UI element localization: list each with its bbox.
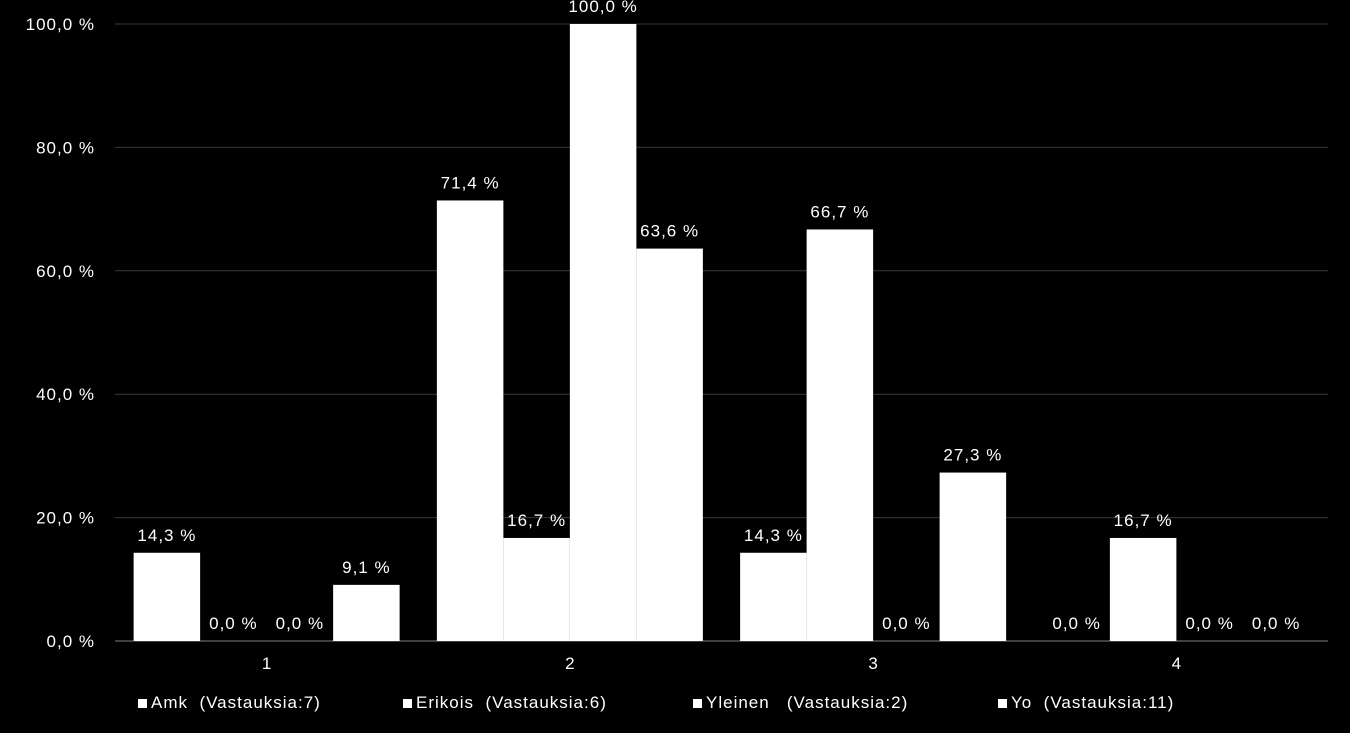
x-category-label: 2	[565, 654, 574, 673]
y-tick-label: 20,0 %	[36, 509, 95, 528]
bar	[740, 552, 807, 641]
legend-swatch-icon	[998, 698, 1007, 708]
data-label: 0,0 %	[276, 614, 324, 633]
data-label: 14,3 %	[137, 526, 196, 545]
data-label: 0,0 %	[1052, 614, 1100, 633]
y-tick-label: 0,0 %	[47, 632, 95, 651]
data-label: 16,7 %	[1114, 511, 1173, 530]
data-label: 9,1 %	[342, 558, 390, 577]
data-label: 27,3 %	[943, 446, 1002, 465]
data-label: 0,0 %	[1252, 614, 1300, 633]
legend: Amk (Vastauksia:7) Erikois (Vastauksia:6…	[138, 693, 1174, 713]
bar	[503, 537, 570, 641]
legend-label: Erikois (Vastauksia:6)	[416, 693, 607, 712]
bar	[1109, 537, 1177, 641]
legend-item-yo: Yo (Vastauksia:11)	[998, 693, 1174, 713]
legend-swatch-icon	[403, 698, 412, 708]
bar	[133, 552, 201, 641]
legend-item-amk: Amk (Vastauksia:7)	[138, 693, 403, 713]
data-label: 100,0 %	[568, 0, 637, 16]
legend-label: Yleinen (Vastauksia:2)	[706, 693, 909, 712]
y-tick-label: 80,0 %	[36, 138, 95, 157]
bar	[806, 229, 874, 641]
bar	[333, 584, 400, 641]
x-category-label: 3	[868, 654, 877, 673]
y-tick-label: 100,0 %	[26, 15, 95, 34]
data-label: 16,7 %	[507, 511, 566, 530]
legend-item-yleinen: Yleinen (Vastauksia:2)	[693, 693, 998, 713]
bar	[939, 472, 1007, 641]
y-tick-label: 60,0 %	[36, 262, 95, 281]
data-label: 0,0 %	[209, 614, 257, 633]
bar	[569, 24, 637, 641]
legend-item-erikois: Erikois (Vastauksia:6)	[403, 693, 693, 713]
legend-label: Yo (Vastauksia:11)	[1011, 693, 1175, 712]
y-tick-label: 40,0 %	[36, 385, 95, 404]
x-category-label: 4	[1172, 654, 1181, 673]
data-label: 14,3 %	[744, 526, 803, 545]
legend-swatch-icon	[138, 698, 147, 708]
bar	[636, 248, 703, 641]
legend-swatch-icon	[693, 698, 702, 708]
legend-label: Amk (Vastauksia:7)	[151, 693, 321, 712]
bar	[436, 200, 504, 641]
data-label: 63,6 %	[640, 222, 699, 241]
x-category-label: 1	[262, 654, 271, 673]
data-label: 71,4 %	[441, 173, 500, 192]
data-label: 0,0 %	[1185, 614, 1233, 633]
data-label: 66,7 %	[810, 202, 869, 221]
data-label: 0,0 %	[882, 614, 930, 633]
